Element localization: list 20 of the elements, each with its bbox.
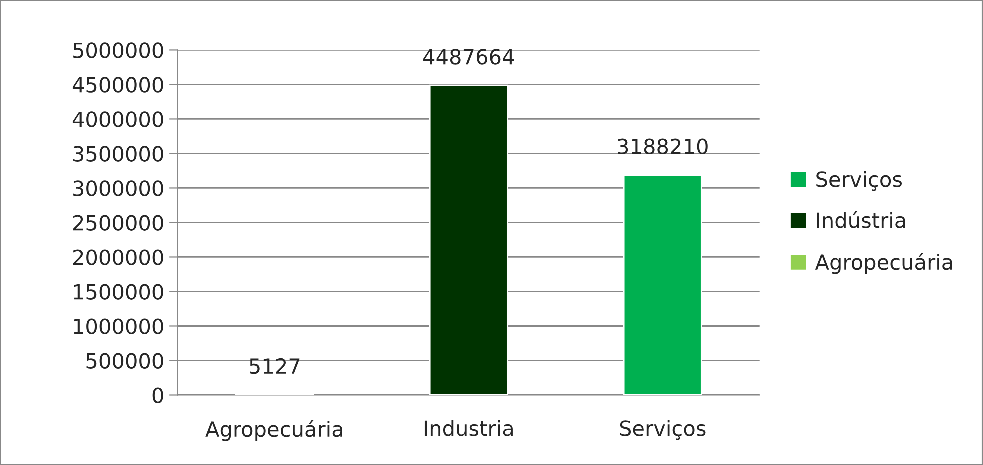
data-label: 4487664: [424, 49, 514, 65]
data-label: 5127: [250, 358, 300, 374]
y-tick-label: 1000000: [74, 318, 164, 334]
y-tick-label: 2000000: [73, 250, 164, 266]
legend-label: Indústria: [817, 211, 906, 228]
x-tick-label: Industria: [424, 420, 513, 436]
x-tick-label: Agropecuária: [206, 420, 342, 442]
data-label: 3188210: [618, 138, 708, 155]
y-tick-label: 1500000: [74, 284, 164, 300]
y-tick-label: 2500000: [73, 215, 164, 231]
y-tick-label: 0: [152, 388, 164, 404]
x-tick-label: Serviços: [620, 420, 706, 440]
legend-label: Serviços: [816, 171, 902, 192]
legend-label: Agropecuária: [815, 253, 952, 274]
y-tick-label: 5000000: [74, 42, 164, 58]
y-tick-label: 4500000: [72, 77, 164, 93]
y-tick-label: 3000000: [74, 180, 164, 196]
y-tick-label: 500000: [86, 353, 164, 369]
y-tick-label: 3500000: [74, 146, 164, 162]
y-tick-label: 4000000: [72, 112, 164, 128]
